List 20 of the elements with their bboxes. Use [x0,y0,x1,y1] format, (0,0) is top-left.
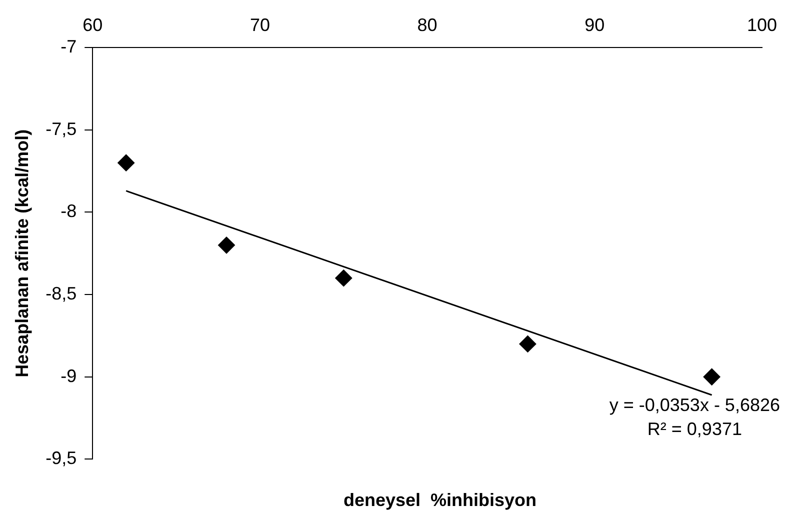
x-tick-label: 80 [417,14,438,35]
point [519,335,536,352]
x-tick-label: 100 [746,14,778,35]
y-tick-label: -8,5 [46,284,77,304]
point [218,236,235,254]
annotation: y = -0,0353x - 5,6826 [609,395,780,416]
y-tick-label: -7 [60,36,77,57]
point [118,154,135,172]
point [703,368,720,386]
y-axis-title: Hesaplanan afinite (kcal/mol) [12,129,32,378]
y-tick-label: -8 [60,201,77,222]
y-tick-label: -9,5 [46,448,77,468]
x-tick-label: 90 [584,14,605,35]
y-tick-label: -9 [60,366,77,386]
x-axis-title: deneysel %inhibisyon [342,490,538,511]
y-tick-label: -7,5 [46,118,77,139]
x-tick-label: 60 [82,14,103,35]
x-tick-label: 70 [250,14,270,35]
point [335,270,352,287]
annotation: R² = 0,9371 [647,419,742,440]
